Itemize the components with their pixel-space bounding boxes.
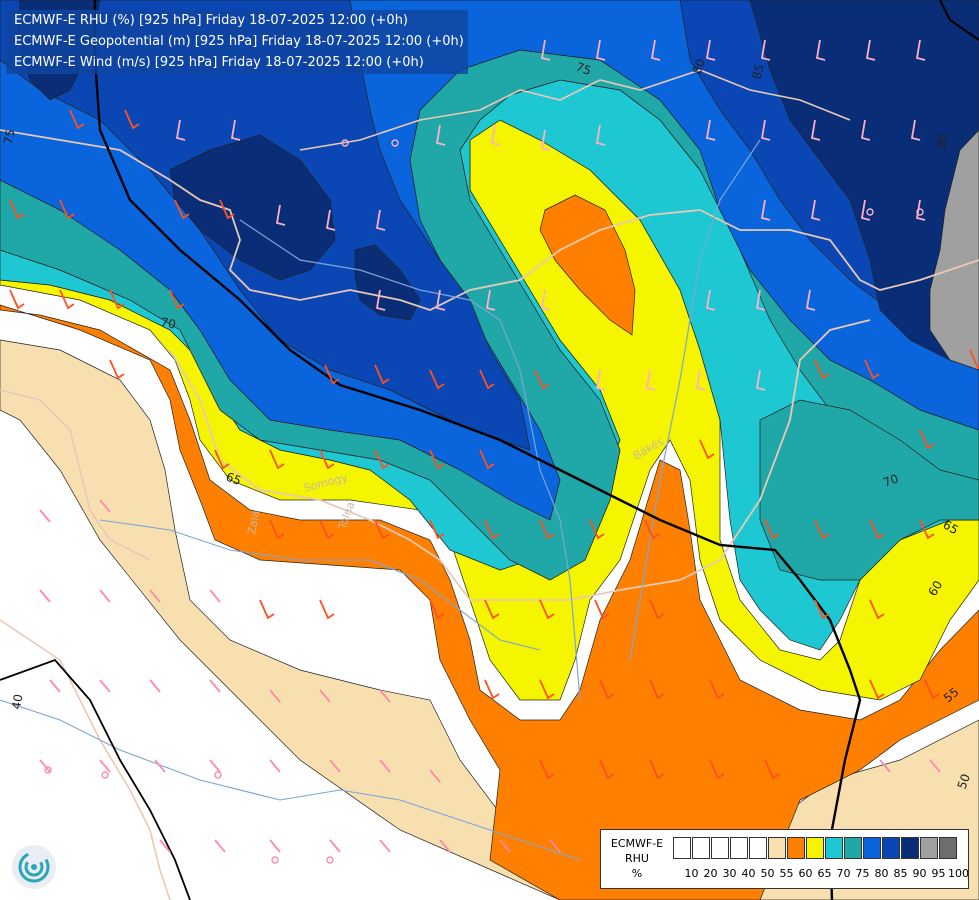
contour-label: 90 (934, 133, 950, 150)
legend-swatch (882, 837, 900, 859)
geopotential-contour-sw (0, 658, 191, 900)
legend-swatch (749, 837, 767, 859)
river-tisza (629, 139, 761, 661)
rhu-band-85-90 (169, 134, 336, 281)
ecmwf-logo-icon (12, 845, 56, 889)
country-border (0, 129, 979, 311)
legend-swatch (787, 837, 805, 859)
place-label: Zala (245, 510, 262, 536)
rhu-band-55-60 (0, 304, 979, 900)
legend-swatch (673, 837, 691, 859)
legend-swatch (939, 837, 957, 859)
legend-title: ECMWF-E RHU % (605, 836, 669, 881)
contour-label: 70 (159, 315, 176, 331)
legend-tick-label: 100 (948, 867, 969, 880)
legend-swatch (711, 837, 729, 859)
legend-tick-label: 60 (798, 867, 813, 880)
legend-swatch (768, 837, 786, 859)
contour-label: 65 (224, 470, 243, 488)
legend-unit: % (631, 867, 643, 880)
rhu-band-90-95 (929, 129, 979, 371)
country-border-south (169, 319, 871, 601)
legend-tick-label: 70 (836, 867, 851, 880)
contour-label: 65 (941, 517, 961, 537)
contour-label: 85 (749, 62, 766, 80)
legend-tick-label: 20 (703, 867, 718, 880)
rhu-band-85-90-east (749, 0, 979, 371)
geopotential-contour-ne (939, 0, 979, 41)
title-line-geopotential: ECMWF-E Geopotential (m) [925 hPa] Frida… (14, 34, 464, 49)
contour-label: 40 (9, 693, 25, 710)
rhu-legend: ECMWF-E RHU % 10 20 30 40 50 55 60 65 70 75 80 85 90… (600, 829, 969, 889)
legend-swatches (673, 837, 958, 859)
map-title-box: ECMWF-E RHU (%) [925 hPa] Friday 18-07-2… (6, 10, 468, 74)
contour-label: 50 (955, 772, 973, 791)
legend-swatch (863, 837, 881, 859)
legend-tick-label: 30 (722, 867, 737, 880)
contour-label: 75 (574, 60, 593, 78)
wind-barbs (9, 39, 979, 864)
legend-tick-label: 90 (912, 867, 927, 880)
legend-tick-label: 85 (893, 867, 908, 880)
legend-tick-label: 80 (874, 867, 889, 880)
title-line-wind: ECMWF-E Wind (m/s) [925 hPa] Friday 18-0… (14, 55, 424, 70)
river-drava (99, 519, 541, 651)
legend-swatch (920, 837, 938, 859)
rhu-band-70-75-east (759, 399, 979, 581)
legend-swatch (806, 837, 824, 859)
river-sava (0, 699, 581, 861)
country-border-north (299, 69, 851, 151)
legend-swatch (844, 837, 862, 859)
contour-label: 70 (881, 471, 900, 489)
rhu-band-55-60-blob (539, 194, 636, 336)
legend-tick-label: 75 (855, 867, 870, 880)
country-border-w (0, 389, 151, 561)
legend-swatch (825, 837, 843, 859)
geopotential-contour (93, 0, 862, 900)
legend-tick-label: 50 (760, 867, 775, 880)
legend-variable: RHU (625, 852, 649, 865)
contour-label: 80 (690, 57, 708, 76)
legend-tick-label: 10 (684, 867, 699, 880)
legend-tick-label: 95 (931, 867, 946, 880)
legend-tick-label: 55 (779, 867, 794, 880)
legend-tick-label: 65 (817, 867, 832, 880)
contour-label: 60 (925, 578, 945, 598)
river-danube (239, 219, 581, 701)
legend-swatch (901, 837, 919, 859)
title-line-rhu: ECMWF-E RHU (%) [925 hPa] Friday 18-07-2… (14, 13, 408, 28)
contour-label: 75 (1, 128, 17, 145)
legend-ticks: 10 20 30 40 50 55 60 65 70 75 80 85 90 95 100 (682, 867, 970, 880)
legend-tick-label: 40 (741, 867, 756, 880)
legend-swatch (730, 837, 748, 859)
legend-model: ECMWF-E (610, 837, 664, 850)
legend-swatch (692, 837, 710, 859)
